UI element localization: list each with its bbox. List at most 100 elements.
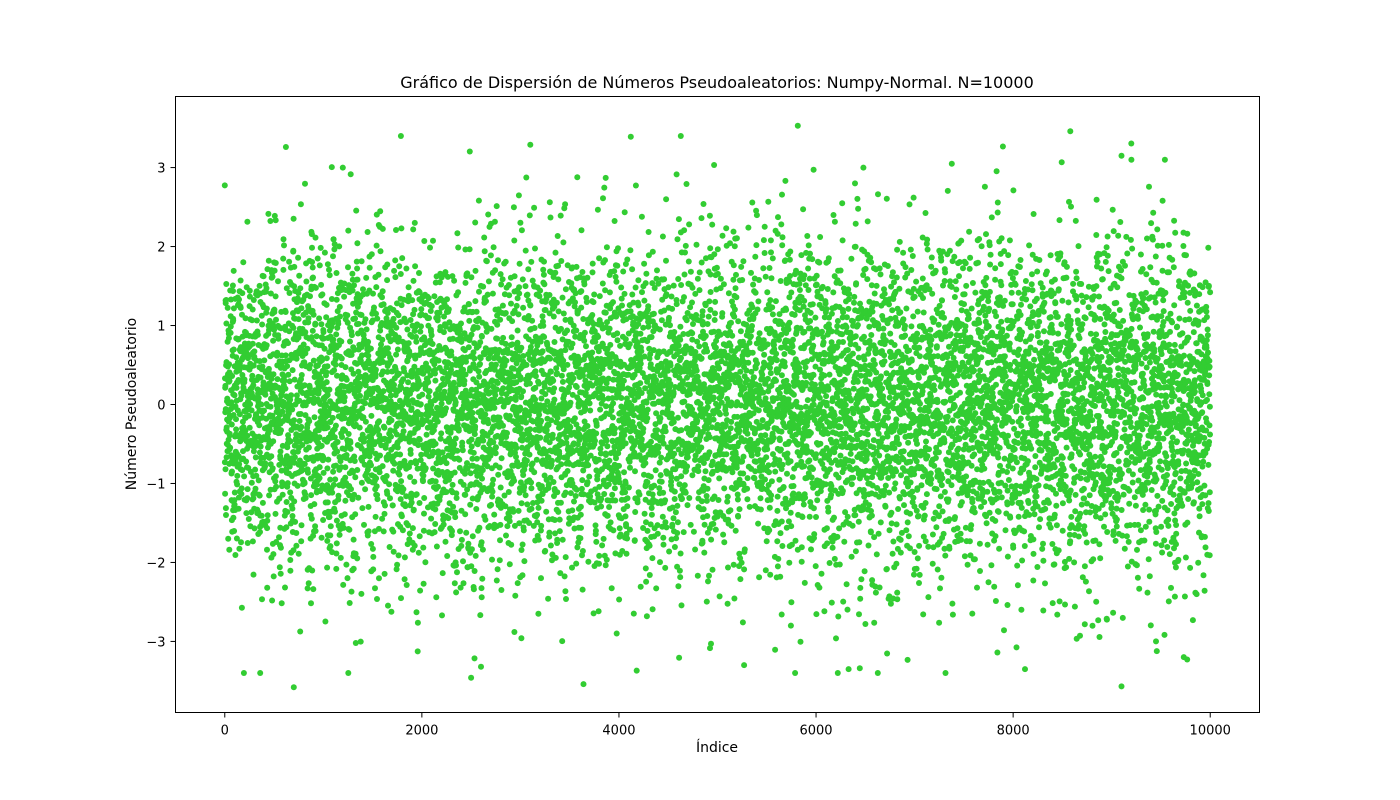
scatter-point <box>536 380 542 387</box>
scatter-point <box>556 528 563 535</box>
scatter-point <box>659 513 666 520</box>
scatter-point <box>340 581 347 588</box>
scatter-point <box>222 490 229 497</box>
scatter-point <box>347 445 354 452</box>
scatter-point <box>639 289 645 296</box>
scatter-point <box>308 600 314 607</box>
scatter-point <box>517 425 524 432</box>
scatter-point <box>610 400 617 407</box>
scatter-point <box>512 396 519 403</box>
scatter-point <box>341 511 348 518</box>
scatter-point <box>280 266 287 273</box>
scatter-point <box>438 430 445 437</box>
scatter-point <box>491 404 498 411</box>
scatter-point <box>595 333 602 340</box>
scatter-point <box>332 422 339 429</box>
scatter-point <box>657 415 664 422</box>
scatter-point <box>246 287 253 294</box>
scatter-point <box>473 506 480 512</box>
scatter-point <box>392 274 399 281</box>
scatter-point <box>547 355 554 362</box>
scatter-point <box>652 467 659 474</box>
scatter-point <box>497 537 503 544</box>
scatter-point <box>279 442 286 449</box>
scatter-point <box>423 431 430 438</box>
scatter-point <box>473 455 480 462</box>
scatter-point <box>671 329 678 335</box>
scatter-point <box>416 436 423 443</box>
scatter-point <box>258 312 265 319</box>
scatter-point <box>272 293 279 300</box>
scatter-point <box>578 524 584 531</box>
scatter-point <box>345 431 352 437</box>
scatter-point <box>444 553 451 559</box>
scatter-point <box>255 394 262 401</box>
scatter-point <box>671 450 678 457</box>
scatter-point <box>641 297 648 304</box>
scatter-point <box>425 295 432 302</box>
scatter-point <box>709 221 716 228</box>
scatter-point <box>593 422 600 429</box>
scatter-point <box>687 268 694 275</box>
scatter-point <box>678 602 685 609</box>
scatter-point <box>698 215 705 222</box>
scatter-point <box>698 355 705 362</box>
scatter-point <box>693 367 700 374</box>
scatter-point <box>270 551 277 558</box>
scatter-point <box>318 375 324 382</box>
scatter-point <box>468 331 475 338</box>
scatter-point <box>442 538 449 545</box>
scatter-point <box>323 314 330 321</box>
scatter-point <box>433 543 440 550</box>
scatter-point <box>627 247 634 254</box>
scatter-point <box>231 528 238 534</box>
scatter-point <box>516 260 523 267</box>
scatter-point <box>413 609 420 616</box>
scatter-point <box>702 333 709 339</box>
scatter-point <box>375 271 382 278</box>
scatter-point <box>618 284 625 291</box>
scatter-point <box>283 285 290 292</box>
scatter-point <box>450 379 457 386</box>
scatter-point <box>472 298 479 305</box>
scatter-point <box>318 534 325 541</box>
scatter-point <box>572 493 579 499</box>
scatter-point <box>236 545 243 552</box>
scatter-point <box>410 277 417 284</box>
scatter-point <box>358 258 365 265</box>
scatter-point <box>500 385 507 392</box>
scatter-point <box>222 466 229 473</box>
scatter-point <box>251 348 258 355</box>
scatter-point <box>606 325 613 332</box>
scatter-point <box>350 565 357 572</box>
scatter-point <box>592 437 598 444</box>
scatter-point <box>312 284 319 291</box>
scatter-point <box>459 447 466 454</box>
scatter-point <box>526 380 533 387</box>
scatter-point <box>617 342 624 349</box>
scatter-point <box>605 481 612 488</box>
scatter-point <box>644 415 651 422</box>
scatter-point <box>244 495 251 502</box>
scatter-point <box>238 539 244 546</box>
scatter-point <box>344 575 351 582</box>
scatter-point <box>368 462 374 469</box>
scatter-point <box>492 267 499 274</box>
scatter-point <box>323 369 330 376</box>
scatter-point <box>589 349 596 356</box>
scatter-point <box>601 184 608 191</box>
scatter-point <box>476 288 482 295</box>
scatter-point <box>614 262 621 269</box>
scatter-point <box>491 218 498 225</box>
scatter-point <box>627 464 633 471</box>
scatter-point <box>541 334 548 340</box>
scatter-point <box>451 469 458 476</box>
scatter-point <box>293 530 300 536</box>
scatter-point <box>531 204 538 211</box>
scatter-point <box>689 330 696 337</box>
scatter-point <box>458 542 465 549</box>
scatter-point <box>571 415 578 422</box>
scatter-point <box>306 384 313 391</box>
scatter-point <box>273 316 279 323</box>
scatter-point <box>653 377 659 383</box>
